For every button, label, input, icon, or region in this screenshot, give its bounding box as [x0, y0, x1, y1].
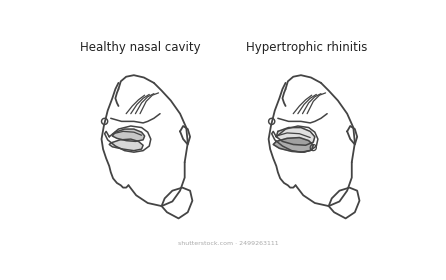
- Polygon shape: [112, 129, 145, 141]
- Polygon shape: [273, 137, 313, 152]
- Polygon shape: [277, 128, 315, 145]
- Polygon shape: [109, 139, 143, 151]
- Text: shutterstock.com · 2499263111: shutterstock.com · 2499263111: [178, 241, 279, 246]
- Text: Healthy nasal cavity: Healthy nasal cavity: [80, 41, 200, 54]
- Text: Hypertrophic rhinitis: Hypertrophic rhinitis: [247, 41, 368, 54]
